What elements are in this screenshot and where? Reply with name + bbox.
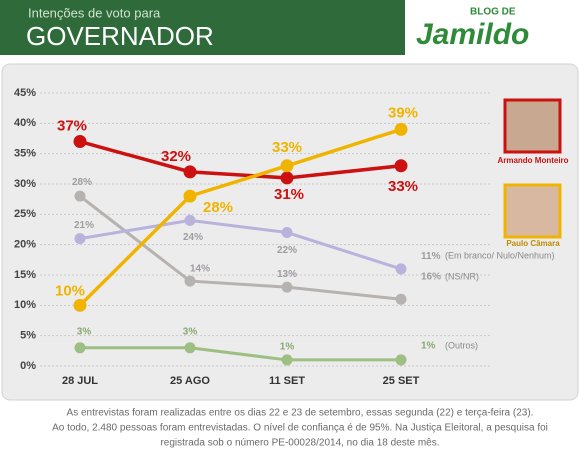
y-tick-label: 45% [14,87,36,99]
point [281,227,293,239]
photo [503,98,562,154]
value-label: 10% [55,282,85,299]
point [394,122,408,136]
y-tick-label: 15% [14,269,36,281]
y-tick-label: 5% [20,330,36,342]
y-tick-label: 40% [14,117,36,129]
value-label: 21% [74,220,94,231]
footnote-line: As entrevistas foram realizadas entre os… [67,408,534,419]
x-tick-label: 28 JUL [62,375,98,387]
series-line [79,218,402,271]
logo: Jamildo [416,18,529,51]
point [74,342,86,354]
point [74,190,86,202]
point [184,214,196,226]
value-label: 1% [421,341,436,352]
series-line [80,346,401,362]
logo-small: BLOG DE [470,7,516,18]
series-line [78,127,402,307]
point [280,171,294,185]
y-tick-label: 10% [14,299,36,311]
value-label: 13% [277,269,297,280]
series-line [79,194,402,301]
legend-label: (Em branco/ Nulo/Nenhum) [445,251,555,261]
y-tick-label: 0% [20,360,36,372]
point [281,354,293,366]
y-tick-label: 25% [14,208,36,220]
y-tick-label: 35% [14,148,36,160]
value-label: 1% [280,342,295,353]
value-label: 14% [190,264,210,275]
point [183,165,197,179]
legend-label: (Outros) [445,340,478,350]
point [183,189,197,203]
value-label: 24% [183,232,203,243]
value-label: 37% [57,118,87,135]
header-subtitle: Intenções de voto para [28,5,161,20]
value-label: 28% [72,177,92,188]
point [73,298,87,312]
point [281,281,293,293]
legend-label: Paulo Câmara [506,239,560,248]
footnote-line: registrada sob o número PE-00028/2014, n… [160,438,439,449]
point [280,159,294,173]
photo [503,183,562,239]
legend-label: Armando Monteiro [497,156,568,165]
value-label: 28% [203,199,233,216]
point [395,263,407,275]
footnote-line: Ao todo, 2.480 pessoas foram entrevistad… [52,423,548,434]
header-bar [0,0,405,55]
point [73,135,87,149]
value-label: 11% [421,251,441,262]
value-label: 33% [388,178,418,195]
point [184,342,196,354]
value-label: 3% [183,326,198,337]
y-tick-label: 30% [14,178,36,190]
point [395,354,407,366]
y-tick-label: 20% [14,239,36,251]
point [394,159,408,173]
x-tick-label: 11 SET [269,375,305,387]
series-line [79,139,402,180]
value-label: 31% [274,186,304,203]
point [74,233,86,245]
header-title: GOVERNADOR [26,21,214,51]
point [395,293,407,305]
value-label: 16% [421,272,441,283]
legend-label: (NS/NR) [445,271,479,281]
point [184,275,196,287]
x-tick-label: 25 AGO [170,375,210,387]
value-label: 39% [388,104,418,121]
value-label: 3% [77,326,92,337]
value-label: 33% [272,139,302,156]
value-label: 32% [161,148,191,165]
value-label: 22% [277,245,297,256]
x-tick-label: 25 SET [383,375,420,387]
